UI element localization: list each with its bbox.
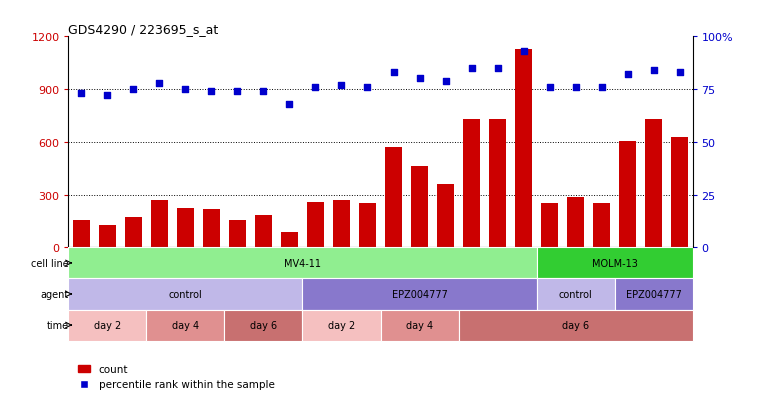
Text: time: time [46, 320, 68, 330]
Bar [593, 203, 610, 248]
Bar [224, 310, 303, 341]
Point [361, 84, 374, 91]
Point [673, 70, 686, 76]
Text: day 6: day 6 [250, 320, 277, 330]
Text: control: control [559, 289, 592, 299]
Bar [380, 310, 458, 341]
Text: control: control [169, 289, 202, 299]
Bar [458, 310, 693, 341]
Point [492, 66, 504, 72]
Point [439, 78, 451, 85]
Text: day 4: day 4 [406, 320, 433, 330]
Bar [68, 310, 146, 341]
Bar [463, 120, 480, 248]
Point [336, 82, 348, 89]
Bar [567, 198, 584, 248]
Point [595, 84, 607, 91]
Bar [541, 203, 558, 248]
Bar [437, 185, 454, 248]
Text: day 2: day 2 [328, 320, 355, 330]
Text: day 4: day 4 [172, 320, 199, 330]
Bar [125, 217, 142, 248]
Point [310, 84, 322, 91]
Bar [614, 279, 693, 310]
Point [101, 93, 113, 100]
Bar [515, 50, 532, 248]
Bar [68, 279, 303, 310]
Bar [307, 202, 324, 248]
Point [75, 91, 88, 97]
Bar [68, 248, 537, 279]
Bar [229, 221, 246, 248]
Point [180, 87, 192, 93]
Bar [489, 120, 506, 248]
Point [413, 76, 425, 83]
Text: cell line: cell line [30, 258, 68, 268]
Bar [537, 248, 693, 279]
Text: day 6: day 6 [562, 320, 589, 330]
Point [622, 72, 634, 78]
Bar [385, 148, 402, 248]
Bar [303, 310, 380, 341]
Text: GDS4290 / 223695_s_at: GDS4290 / 223695_s_at [68, 23, 218, 36]
Bar [333, 200, 350, 248]
Point [154, 80, 166, 87]
Bar [671, 138, 688, 248]
Point [231, 89, 244, 95]
Bar [99, 225, 116, 248]
Point [387, 70, 400, 76]
Bar [303, 279, 537, 310]
Legend: count, percentile rank within the sample: count, percentile rank within the sample [74, 360, 279, 394]
Bar [281, 232, 298, 248]
Text: EPZ004777: EPZ004777 [392, 289, 447, 299]
Text: MOLM-13: MOLM-13 [591, 258, 638, 268]
Bar [537, 279, 614, 310]
Text: day 2: day 2 [94, 320, 121, 330]
Bar [73, 221, 90, 248]
Point [466, 66, 478, 72]
Bar [177, 208, 194, 248]
Point [648, 68, 660, 74]
Bar [645, 120, 662, 248]
Text: agent: agent [40, 289, 68, 299]
Bar [255, 215, 272, 248]
Bar [146, 310, 224, 341]
Point [127, 87, 139, 93]
Bar [359, 203, 376, 248]
Point [517, 49, 530, 55]
Point [543, 84, 556, 91]
Bar [411, 167, 428, 248]
Point [283, 101, 295, 108]
Bar [619, 142, 636, 248]
Text: EPZ004777: EPZ004777 [626, 289, 681, 299]
Text: MV4-11: MV4-11 [284, 258, 321, 268]
Point [205, 89, 218, 95]
Point [569, 84, 581, 91]
Bar [151, 200, 168, 248]
Point [257, 89, 269, 95]
Bar [203, 209, 220, 248]
